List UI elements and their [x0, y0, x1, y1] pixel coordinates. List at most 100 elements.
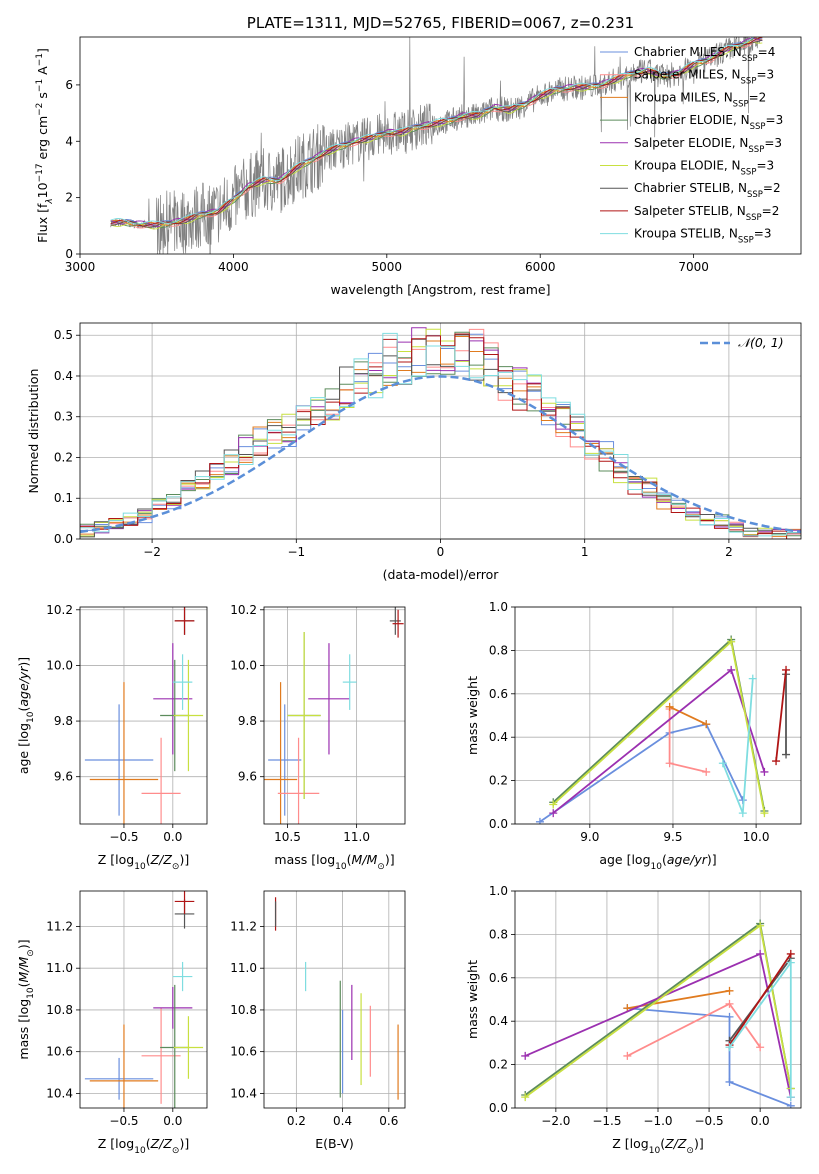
data-point	[268, 704, 302, 816]
label-part: 10	[134, 862, 146, 872]
label-part: (	[146, 1136, 151, 1151]
plot-area	[84, 607, 204, 824]
weight-marker	[521, 1051, 530, 1060]
legend-nssp: 4	[768, 45, 776, 59]
axes-frame	[79, 322, 802, 540]
x-tick-label: 9.0	[580, 830, 599, 844]
weight-marker	[786, 958, 795, 967]
label-part: Z/Z	[664, 1136, 687, 1151]
x-tick-label: 0	[437, 545, 445, 559]
legend-label: Chabrier MILES, NSSP=4	[634, 45, 775, 64]
y-tick-label: 0.5	[54, 328, 73, 342]
model-spectrum	[110, 37, 763, 227]
legend-sep: , N	[725, 45, 742, 59]
axes: −2.0 −1.5 −1.0 −0.5 0.0 0.0 0.2 0.4 0.6 0.8 1.0	[489, 884, 770, 1128]
legend-nssp: 2	[773, 181, 781, 195]
legend-nssp: 3	[774, 136, 782, 150]
label-part: )]	[16, 657, 31, 667]
y-tick-label: 10.6	[230, 1045, 257, 1059]
y-tick-label: 0.3	[54, 410, 73, 424]
legend-label: Salpeter STELIB, NSSP=2	[634, 204, 779, 223]
legend-name: Chabrier STELIB	[634, 181, 730, 195]
label-part: ⊙	[172, 1146, 180, 1156]
y-tick-label: 0.4	[489, 730, 508, 744]
y-axis-label: mass weight	[465, 676, 480, 755]
legend-nssp: 3	[767, 159, 775, 173]
x-tick-label: 6000	[525, 260, 556, 274]
legend-name: Salpeter STELIB	[634, 204, 729, 218]
legend-label: 𝒩(0, 1)	[738, 335, 784, 350]
y-tick-label: 9.6	[54, 770, 73, 784]
axes: 9.0 9.5 10.0 0.0 0.2 0.4 0.6 0.8 1.0	[489, 600, 770, 844]
weight-marker	[760, 767, 769, 776]
legend-sub: SSP	[741, 77, 757, 87]
panel-spectrum: 3000 4000 5000 6000 7000 0 2 4 6 PLATE=1311, MJD=…	[35, 14, 802, 297]
weight-marker	[786, 949, 795, 958]
legend-sub: SSP	[738, 236, 754, 246]
label-part: Z/Z	[150, 1136, 173, 1151]
y-tick-label: 0.0	[54, 532, 73, 546]
weight-marker	[665, 702, 674, 711]
legend-name: Chabrier ELODIE	[634, 113, 733, 127]
plot-area	[110, 37, 763, 254]
model-spectrum	[110, 37, 755, 225]
legend-eq: =	[754, 227, 764, 241]
axes-frame	[79, 606, 208, 825]
legend-sub: SSP	[733, 99, 749, 109]
label-part: −1	[35, 79, 45, 92]
panel-weight-vs-age: 9.0 9.5 10.0 0.0 0.2 0.4 0.6 0.8 1.0 age [log10(a…	[465, 600, 802, 872]
data-point	[174, 607, 195, 635]
label-part: λ	[45, 198, 55, 204]
y-tick-label: 11.2	[46, 919, 73, 933]
label-part: 10	[649, 1146, 661, 1156]
legend-nssp: 2	[772, 204, 780, 218]
y-tick-label: 10.4	[46, 1086, 73, 1100]
legend-eq: =	[756, 159, 766, 173]
label-part: Z [log	[98, 852, 134, 867]
weight-marker	[702, 720, 711, 729]
y-tick-label: 10.2	[230, 603, 257, 617]
y-tick-label: 9.8	[238, 714, 257, 728]
legend-sub: SSP	[746, 213, 762, 223]
label-part: M/M	[352, 852, 378, 867]
y-tick-label: 11.2	[230, 919, 257, 933]
legend-label: Chabrier ELODIE, NSSP=3	[634, 113, 783, 132]
weight-marker	[786, 1101, 795, 1108]
plot-area	[521, 919, 795, 1108]
y-tick-label: 11.0	[46, 961, 73, 975]
data-point	[277, 737, 320, 824]
label-part: (	[347, 852, 352, 867]
x-tick-label: 0.2	[287, 1114, 306, 1128]
label-part: age [log	[16, 723, 31, 774]
label-part: 10	[26, 987, 36, 999]
axes-frame	[514, 606, 802, 825]
data-point	[172, 654, 193, 710]
legend-sep: , N	[716, 90, 733, 104]
legend-eq: =	[756, 68, 766, 82]
legend-label: Kroupa STELIB, NSSP=3	[634, 227, 772, 246]
label-part: ⊙	[377, 862, 385, 872]
legend-label: Chabrier STELIB, NSSP=2	[634, 181, 781, 200]
weight-marker	[725, 1012, 734, 1021]
x-axis-label: Z [log10(Z/Z⊙)]	[612, 1136, 703, 1156]
y-tick-label: 10.6	[46, 1045, 73, 1059]
legend-sep: , N	[729, 204, 746, 218]
x-tick-label: 0.6	[379, 1114, 398, 1128]
data-point	[89, 1024, 159, 1108]
legend-name: Kroupa STELIB	[634, 227, 721, 241]
weight-marker	[738, 809, 747, 818]
axes: −0.5 0.0 9.6 9.8 10.0 10.2	[46, 603, 182, 844]
weight-marker	[756, 1043, 765, 1052]
weight-marker	[756, 949, 765, 958]
label-part: age/yr	[667, 852, 708, 867]
plot-area	[535, 635, 791, 824]
weight-marker	[727, 665, 736, 674]
y-tick-label: 0	[65, 247, 73, 261]
data-point	[174, 891, 195, 914]
y-tick-label: 10.8	[230, 1003, 257, 1017]
legend-name: Kroupa ELODIE	[634, 159, 724, 173]
data-point	[172, 961, 193, 992]
